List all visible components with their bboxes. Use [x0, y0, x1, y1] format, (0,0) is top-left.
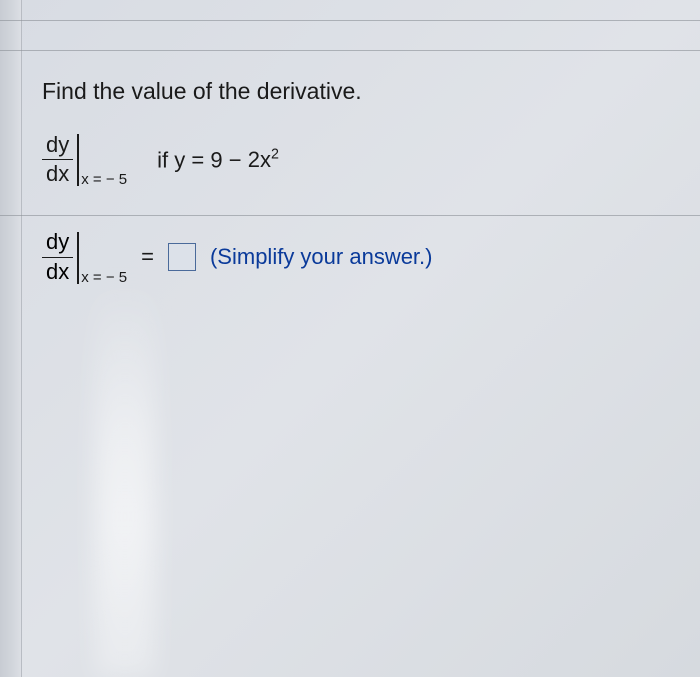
page-left-margin: [0, 0, 22, 677]
rule-line: [0, 50, 700, 51]
evaluation-point: x = − 5: [81, 171, 127, 188]
numerator: dy: [42, 133, 73, 159]
answer-expression: dy dx x = − 5 = (Simplify your answer.): [42, 230, 680, 283]
exponent: 2: [271, 147, 279, 163]
evaluation-bar: [77, 134, 79, 186]
numerator: dy: [42, 230, 73, 256]
answer-input[interactable]: [168, 243, 196, 271]
given-expression: dy dx x = − 5 if y = 9 − 2x2: [42, 133, 680, 186]
question-prompt: Find the value of the derivative.: [42, 78, 680, 105]
screen-glare: [95, 280, 155, 677]
evaluation-bar: [77, 232, 79, 284]
evaluation-point: x = − 5: [81, 269, 127, 286]
derivative-at-point: dy dx x = − 5: [42, 133, 127, 186]
derivative-at-point: dy dx x = − 5: [42, 230, 127, 283]
denominator: dx: [42, 159, 73, 186]
term-a: 9: [210, 147, 222, 172]
problem-container: Find the value of the derivative. dy dx …: [42, 60, 680, 284]
equals-sign: =: [191, 147, 204, 172]
term-b: 2x2: [248, 147, 279, 172]
denominator: dx: [42, 257, 73, 284]
if-prefix: if: [157, 147, 174, 172]
minus-sign: −: [229, 147, 242, 172]
function-definition: if y = 9 − 2x2: [157, 147, 279, 173]
lhs: y: [174, 147, 185, 172]
fraction-dy-dx: dy dx: [42, 230, 73, 283]
answer-hint: (Simplify your answer.): [210, 244, 433, 270]
fraction-dy-dx: dy dx: [42, 133, 73, 186]
equals-sign: =: [141, 244, 154, 270]
rule-line: [0, 20, 700, 21]
